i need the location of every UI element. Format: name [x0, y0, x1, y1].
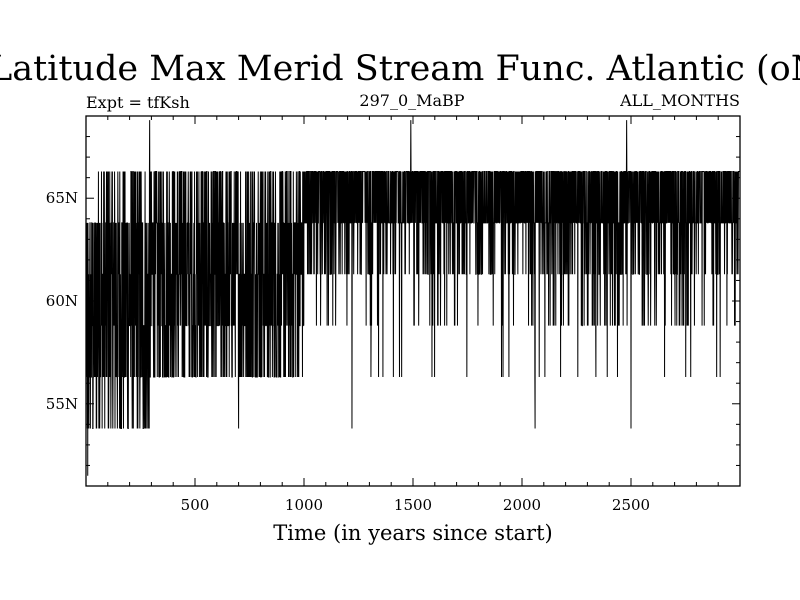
chart-subtitle-right: ALL_MONTHS	[619, 91, 740, 110]
chart-subtitle-left: Expt = tfKsh	[86, 93, 190, 112]
tick-layer: 500 1000 1500 2000 2500 55N 60N 65N	[46, 115, 740, 514]
x-tick-label: 2000	[503, 496, 541, 514]
data-layer	[85, 120, 740, 476]
y-tick-label: 65N	[46, 189, 78, 207]
y-tick-label: 55N	[46, 395, 78, 413]
x-tick-label: 1000	[285, 496, 323, 514]
y-tick-label: 60N	[46, 292, 78, 310]
x-tick-label: 1500	[394, 496, 432, 514]
x-tick-label: 2500	[612, 496, 650, 514]
x-tick-label: 500	[181, 496, 210, 514]
plot-frame	[85, 115, 741, 487]
x-axis-label: Time (in years since start)	[273, 521, 552, 545]
chart-title: Latitude Max Merid Stream Func. Atlantic…	[0, 49, 800, 89]
chart-subtitle-center: 297_0_MaBP	[359, 91, 464, 110]
series-line-latitude-max	[85, 120, 740, 476]
